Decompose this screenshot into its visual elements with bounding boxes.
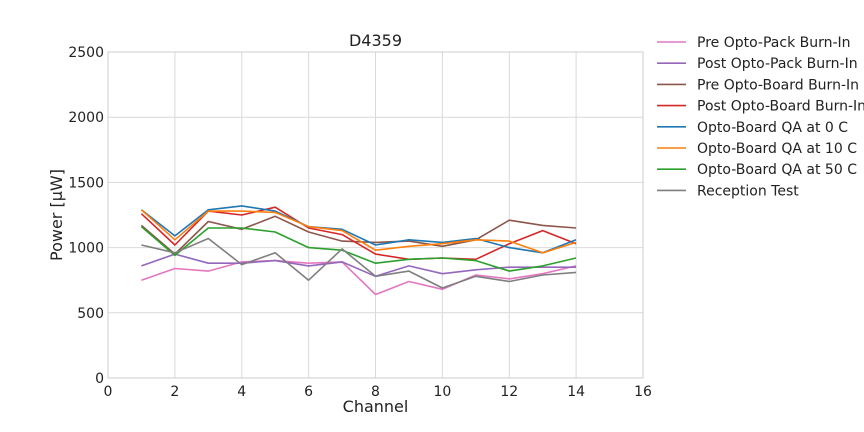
plot-frame (107, 51, 644, 379)
y-tick-label: 2500 (68, 45, 104, 61)
grid (107, 51, 644, 379)
series-lines (140, 205, 577, 296)
series-line-5 (140, 205, 577, 254)
x-tick-label: 6 (304, 384, 313, 400)
y-axis-label: Power [μW] (47, 169, 66, 261)
chart-title: D4359 (349, 31, 402, 50)
x-tick-label: 10 (433, 384, 451, 400)
legend-label: Opto-Board QA at 10 C (697, 141, 857, 157)
series-line-1 (141, 259, 577, 296)
legend-item: Post Opto-Pack Burn-In (657, 56, 858, 72)
x-tick-label: 12 (500, 384, 518, 400)
legend-item: Reception Test (657, 183, 799, 199)
x-tick-label: 8 (371, 384, 380, 400)
x-tick-label: 2 (170, 384, 179, 400)
x-tick-label: 0 (104, 384, 113, 400)
legend-label: Pre Opto-Board Burn-In (697, 77, 859, 93)
x-tick-label: 4 (237, 384, 246, 400)
series-line-4 (140, 206, 577, 261)
legend-label: Post Opto-Board Burn-In (697, 99, 864, 115)
legend-label: Opto-Board QA at 50 C (697, 162, 857, 178)
legend-label: Pre Opto-Pack Burn-In (697, 35, 851, 51)
x-axis-label: Channel (343, 397, 409, 416)
x-tick-label: 16 (634, 384, 652, 400)
legend-item: Opto-Board QA at 10 C (657, 141, 857, 157)
legend-item: Opto-Board QA at 50 C (657, 162, 857, 178)
x-tick-labels: 0 2 4 6 8 10 12 14 16 (104, 384, 652, 400)
legend-item: Post Opto-Board Burn-In (657, 99, 864, 115)
series-line-6 (140, 209, 577, 254)
y-tick-label: 500 (77, 306, 104, 322)
y-tick-label: 1000 (68, 241, 104, 257)
series-line-8 (141, 237, 577, 289)
x-tick-label: 14 (567, 384, 585, 400)
legend-item: Opto-Board QA at 0 C (657, 120, 848, 136)
y-tick-label: 0 (95, 371, 104, 387)
legend: Pre Opto-Pack Burn-In Post Opto-Pack Burn… (657, 35, 864, 199)
legend-label: Reception Test (697, 183, 799, 199)
legend-label: Post Opto-Pack Burn-In (697, 56, 858, 72)
y-tick-labels: 0 500 1000 1500 2000 2500 (68, 45, 104, 387)
series-line-7 (140, 226, 577, 272)
series-line-2 (141, 253, 577, 278)
legend-label: Opto-Board QA at 0 C (697, 120, 848, 136)
legend-item: Pre Opto-Pack Burn-In (657, 35, 851, 51)
y-tick-label: 2000 (68, 110, 104, 126)
y-tick-label: 1500 (68, 175, 104, 191)
series-line-3 (140, 215, 577, 255)
legend-item: Pre Opto-Board Burn-In (657, 77, 859, 93)
